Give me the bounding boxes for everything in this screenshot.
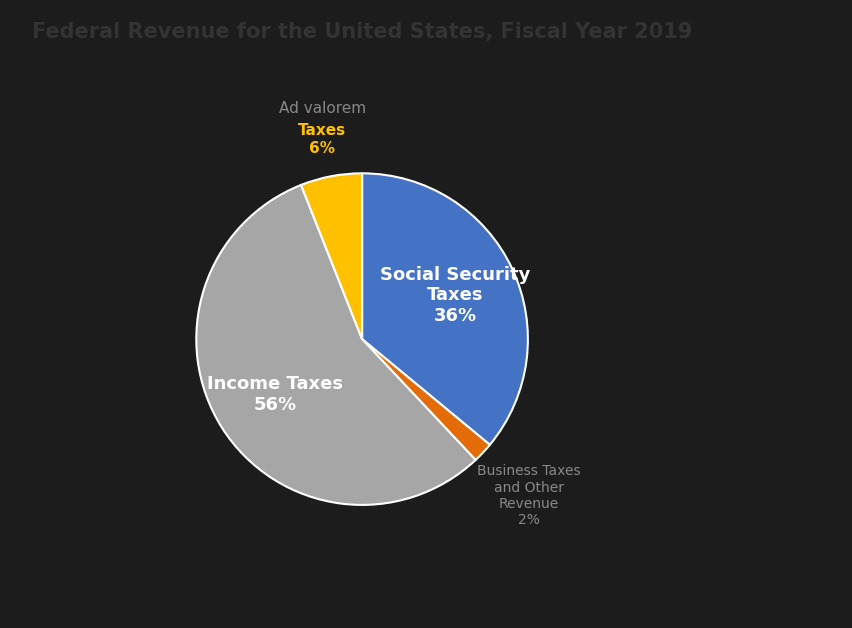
- Text: Business Taxes
and Other
Revenue
2%: Business Taxes and Other Revenue 2%: [477, 465, 581, 527]
- Wedge shape: [362, 339, 490, 460]
- Text: Taxes
6%: Taxes 6%: [298, 123, 347, 156]
- Text: Social Security
Taxes
36%: Social Security Taxes 36%: [380, 266, 530, 325]
- Title: Federal Revenue for the United States, Fiscal Year 2019: Federal Revenue for the United States, F…: [32, 22, 693, 42]
- Text: Ad valorem: Ad valorem: [279, 101, 366, 116]
- Wedge shape: [196, 185, 475, 505]
- Wedge shape: [301, 173, 362, 339]
- Wedge shape: [362, 173, 528, 445]
- Text: Income Taxes
56%: Income Taxes 56%: [207, 375, 343, 414]
